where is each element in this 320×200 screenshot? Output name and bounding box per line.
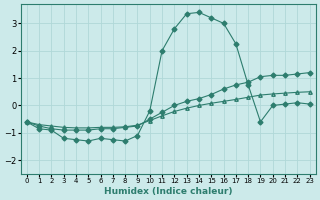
X-axis label: Humidex (Indice chaleur): Humidex (Indice chaleur) xyxy=(104,187,232,196)
